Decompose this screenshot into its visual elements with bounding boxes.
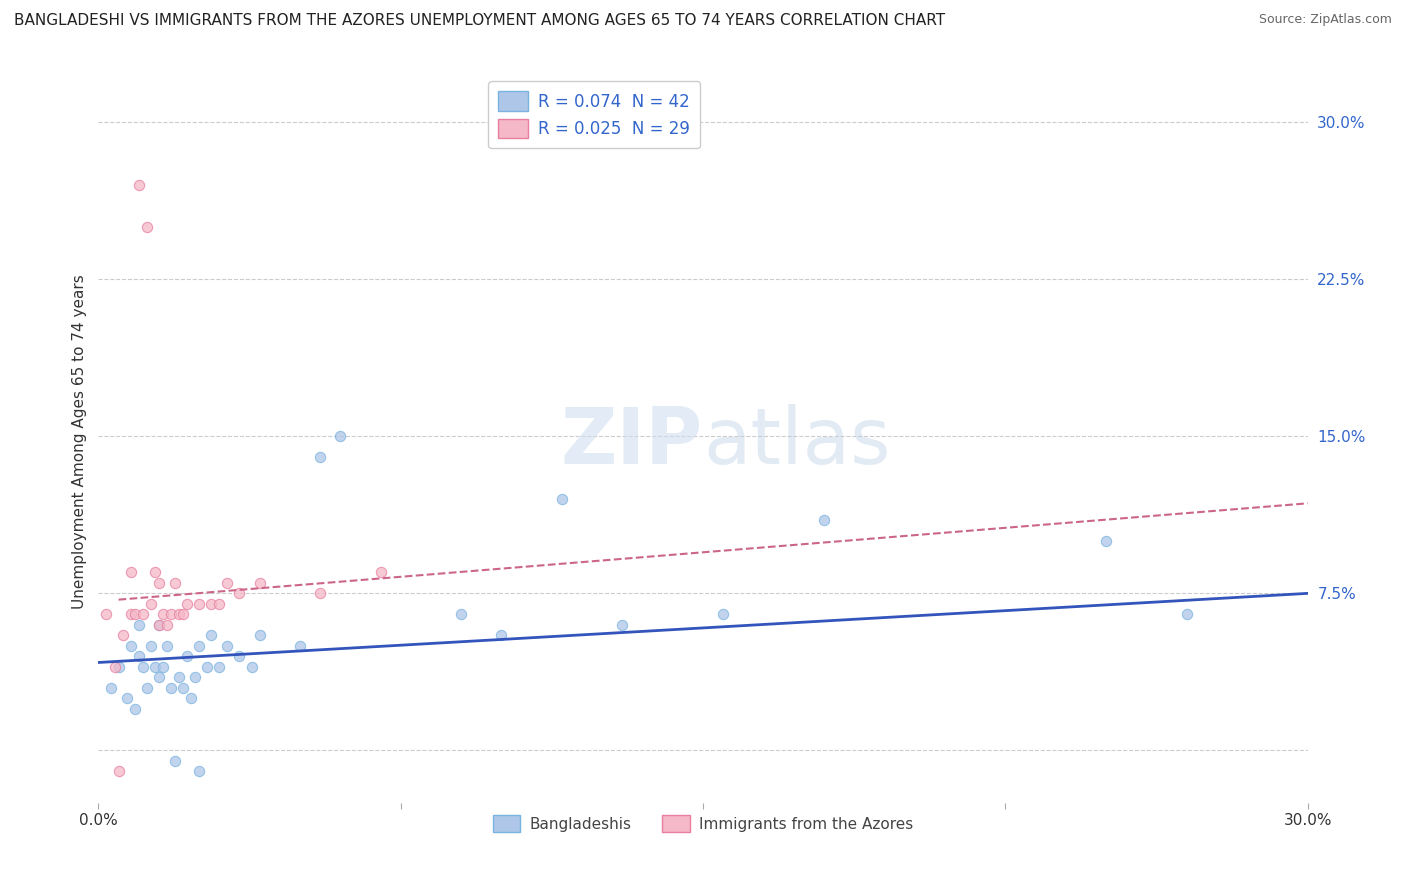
Point: [139, 597, 162, 611]
Point: [188, 764, 211, 779]
Point: [120, 566, 142, 580]
Point: [309, 586, 332, 600]
Point: [128, 617, 150, 632]
Point: [167, 670, 190, 684]
Point: [135, 219, 157, 234]
Point: [188, 597, 211, 611]
Point: [139, 639, 162, 653]
Point: [172, 607, 194, 622]
Point: [107, 764, 129, 779]
Point: [163, 575, 186, 590]
Point: [148, 617, 170, 632]
Point: [156, 617, 179, 632]
Point: [329, 429, 352, 443]
Point: [143, 659, 166, 673]
Point: [135, 681, 157, 695]
Point: [115, 691, 138, 706]
Point: [450, 607, 472, 622]
Text: ZIP: ZIP: [561, 403, 703, 480]
Point: [132, 607, 155, 622]
Point: [160, 607, 183, 622]
Point: [813, 513, 835, 527]
Point: [152, 659, 174, 673]
Point: [491, 628, 513, 642]
Point: [107, 659, 129, 673]
Point: [551, 492, 574, 507]
Point: [163, 754, 186, 768]
Point: [180, 691, 202, 706]
Text: atlas: atlas: [703, 403, 890, 480]
Point: [152, 607, 174, 622]
Point: [208, 597, 231, 611]
Point: [148, 575, 170, 590]
Point: [96, 607, 118, 622]
Point: [148, 670, 170, 684]
Text: Source: ZipAtlas.com: Source: ZipAtlas.com: [1258, 13, 1392, 27]
Point: [120, 607, 142, 622]
Point: [200, 597, 222, 611]
Point: [148, 617, 170, 632]
Point: [188, 639, 211, 653]
Point: [184, 670, 207, 684]
Point: [132, 659, 155, 673]
Point: [1095, 534, 1118, 549]
Point: [370, 566, 392, 580]
Point: [711, 607, 734, 622]
Point: [124, 607, 146, 622]
Point: [120, 639, 142, 653]
Point: [288, 639, 311, 653]
Point: [167, 607, 190, 622]
Point: [217, 639, 239, 653]
Point: [100, 681, 122, 695]
Point: [111, 628, 134, 642]
Point: [103, 659, 125, 673]
Point: [240, 659, 263, 673]
Point: [156, 639, 179, 653]
Point: [217, 575, 239, 590]
Point: [124, 701, 146, 715]
Text: BANGLADESHI VS IMMIGRANTS FROM THE AZORES UNEMPLOYMENT AMONG AGES 65 TO 74 YEARS: BANGLADESHI VS IMMIGRANTS FROM THE AZORE…: [14, 13, 945, 29]
Point: [143, 566, 166, 580]
Point: [208, 659, 231, 673]
Point: [309, 450, 332, 465]
Point: [128, 649, 150, 664]
Point: [128, 178, 150, 192]
Point: [160, 681, 183, 695]
Point: [612, 617, 634, 632]
Point: [176, 649, 198, 664]
Point: [172, 681, 194, 695]
Point: [249, 575, 271, 590]
Point: [1175, 607, 1198, 622]
Point: [228, 586, 250, 600]
Point: [200, 628, 222, 642]
Point: [176, 597, 198, 611]
Point: [249, 628, 271, 642]
Legend: Bangladeshis, Immigrants from the Azores: Bangladeshis, Immigrants from the Azores: [486, 809, 920, 838]
Point: [195, 659, 218, 673]
Point: [228, 649, 250, 664]
Y-axis label: Unemployment Among Ages 65 to 74 years: Unemployment Among Ages 65 to 74 years: [72, 274, 87, 609]
